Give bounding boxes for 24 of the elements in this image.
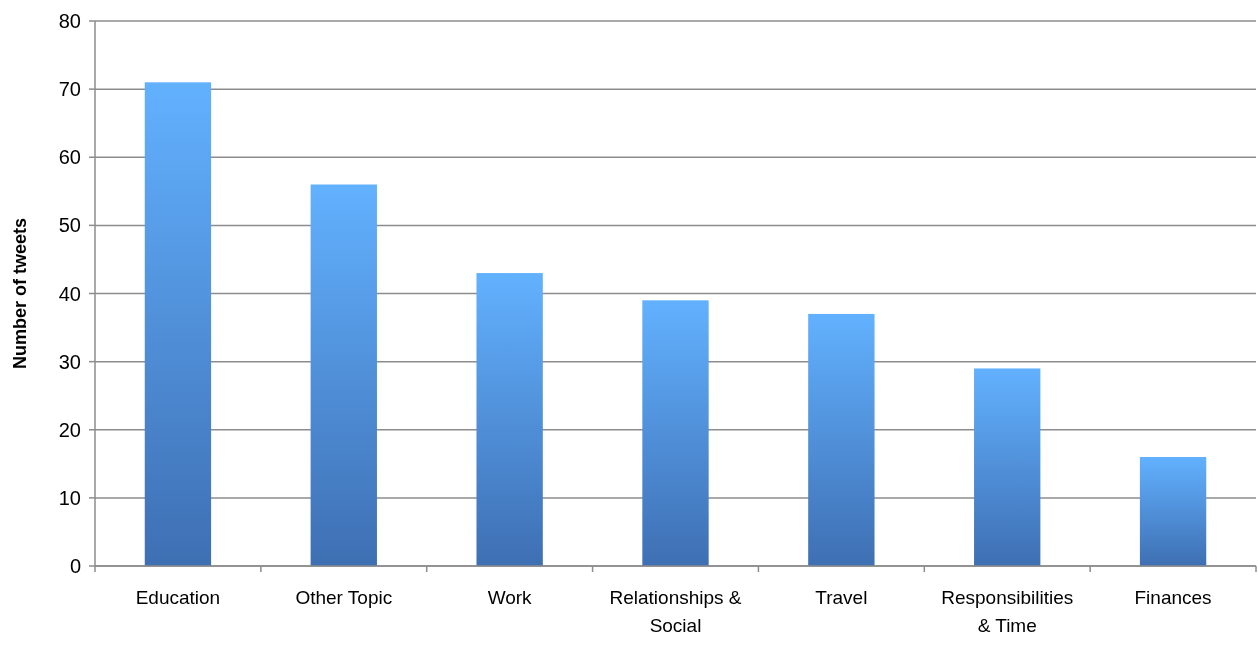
- bar: [1139, 457, 1207, 566]
- y-tick-label: 50: [58, 214, 81, 237]
- x-tick-label: Responsibilities & Time: [941, 587, 1074, 636]
- bar: [310, 184, 377, 566]
- x-tick-label: Relationships & Social: [609, 587, 742, 636]
- x-tick-label: Finances: [1134, 587, 1212, 608]
- y-tick-label: 80: [58, 10, 81, 32]
- y-tick-label: 20: [58, 418, 81, 441]
- y-tick-label: 30: [58, 350, 81, 373]
- x-tick-label: Other Topic: [295, 587, 393, 608]
- y-tick-label: 70: [58, 78, 81, 101]
- bar: [476, 273, 543, 566]
- bar: [808, 313, 875, 566]
- x-tick-label: Travel: [815, 587, 868, 608]
- x-tick-label: Education: [135, 587, 221, 608]
- y-tick-label: 60: [58, 146, 81, 169]
- y-tick-label: 40: [58, 282, 81, 305]
- y-tick-label: 10: [58, 486, 81, 509]
- bar: [974, 368, 1041, 566]
- bar: [642, 300, 709, 566]
- y-axis-title: Number of tweets: [10, 217, 30, 370]
- y-tick-label: 0: [69, 555, 81, 577]
- bar: [144, 82, 212, 566]
- x-tick-label: Work: [487, 587, 533, 608]
